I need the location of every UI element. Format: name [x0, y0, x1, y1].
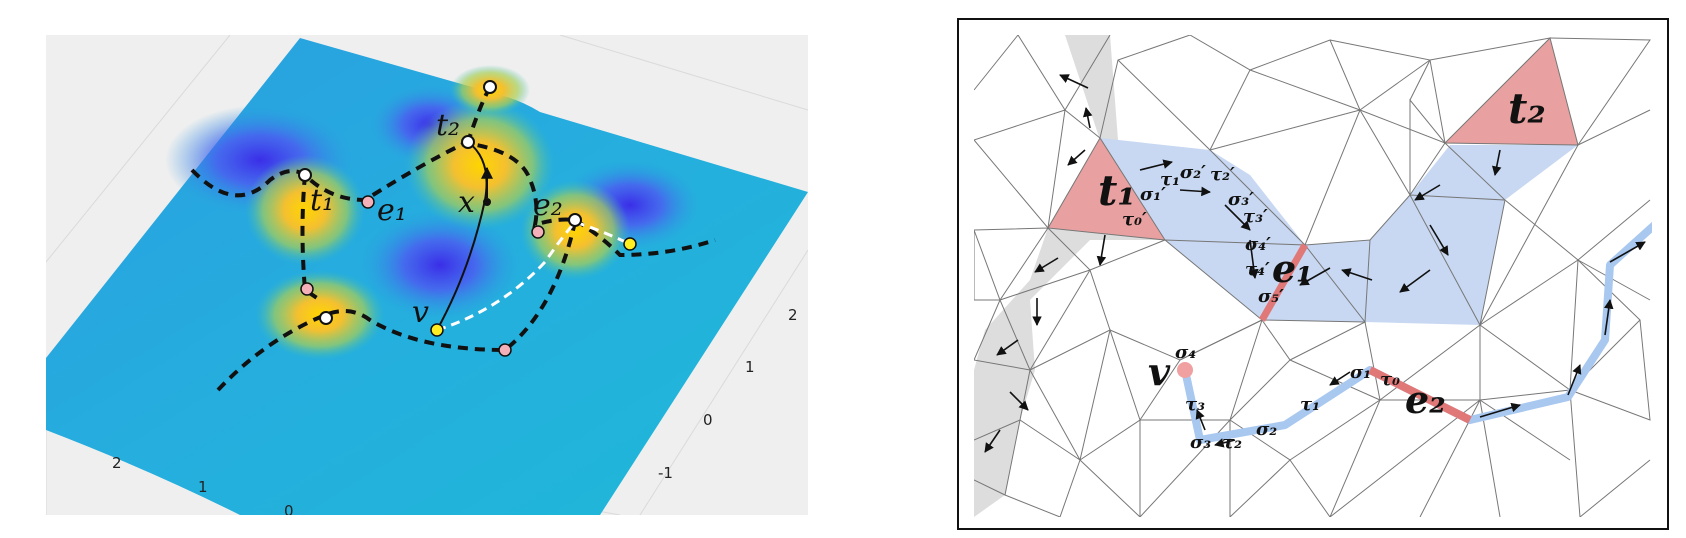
label-t1: t₁ [310, 183, 334, 218]
tick-right-1: 1 [745, 358, 755, 376]
label-sigma1p: σ₁′ [1140, 184, 1166, 205]
label-sigma5p: σ₅′ [1258, 286, 1284, 307]
mesh [974, 35, 1651, 517]
label-sigma3p: σ₃′ [1228, 189, 1254, 210]
label-tau1: τ₁ [1300, 394, 1320, 415]
point-e1 [361, 195, 375, 209]
tick-bottom-0: 2 [112, 454, 122, 472]
gray-region [974, 35, 1165, 517]
left-panel: t₁ t₂ e₁ e₂ x v 2 1 0 -1 2 1 0 [46, 35, 808, 520]
point-yellow-right [623, 237, 637, 251]
edge-e1 [1258, 243, 1309, 322]
right-panel: t₁ t₂ e₁ e₂ v τ₀′ σ₁′ τ₁′ σ₂′ τ₂′ σ₃′ τ₃… [957, 18, 1669, 530]
point-x [483, 198, 491, 206]
tick-right-3: -1 [658, 464, 673, 482]
label-t1-right: t₁ [1098, 166, 1136, 215]
label-t2-right: t₂ [1508, 84, 1546, 133]
label-sigma1: σ₁ [1350, 362, 1371, 383]
flow-arrows [984, 74, 1646, 453]
point-t1 [298, 168, 312, 182]
label-t2: t₂ [436, 108, 460, 143]
point-mid-left [300, 282, 314, 296]
bottom-axis-ticks: 2 1 0 [112, 454, 294, 520]
label-e2: e₂ [533, 188, 563, 223]
path-v-to-x [436, 141, 488, 331]
surface-shading [165, 65, 700, 360]
label-sigma2p: σ₂′ [1180, 162, 1206, 183]
point-bottom-right [498, 343, 512, 357]
label-sigma3: σ₃ [1190, 432, 1211, 453]
point-lower [319, 311, 333, 325]
point-v [430, 323, 444, 337]
label-x: x [458, 185, 475, 220]
label-tau3p: τ₃′ [1243, 206, 1268, 227]
label-v-right: v [1148, 349, 1171, 394]
path-v-to-t [436, 220, 631, 332]
tick-right-0: 2 [788, 306, 798, 324]
label-tau2p: τ₂′ [1210, 164, 1235, 185]
tick-bottom-2: 0 [284, 502, 294, 520]
right-axis-ticks: 2 1 0 -1 [658, 306, 798, 482]
point-t2 [461, 135, 475, 149]
point-saddle [568, 213, 582, 227]
label-sigma4: σ₄ [1175, 342, 1196, 363]
label-sigma4p: σ₄′ [1245, 234, 1271, 255]
triangle-t2 [1445, 38, 1578, 145]
label-e1-right: e₁ [1272, 246, 1313, 291]
label-tau3: τ₃ [1185, 394, 1205, 415]
label-tau0p: τ₀′ [1122, 209, 1147, 230]
triangle-t1 [1048, 138, 1165, 240]
tick-bottom-1: 1 [198, 478, 208, 496]
points [298, 80, 637, 357]
label-v: v [412, 295, 429, 330]
edge-e2 [1368, 366, 1472, 424]
point-top [483, 80, 497, 94]
label-e2-right: e₂ [1405, 377, 1446, 422]
vertex-v [1177, 362, 1193, 378]
label-tau1p: τ₁′ [1160, 169, 1185, 190]
label-sigma2: σ₂ [1256, 419, 1277, 440]
label-tau2: τ₂ [1222, 432, 1242, 453]
point-e2 [531, 225, 545, 239]
label-tau4p: τ₄′ [1245, 259, 1270, 280]
blue-region [1100, 138, 1578, 325]
tick-right-2: 0 [703, 411, 713, 429]
label-e1: e₁ [377, 193, 407, 228]
label-tau0: τ₀ [1380, 369, 1400, 390]
